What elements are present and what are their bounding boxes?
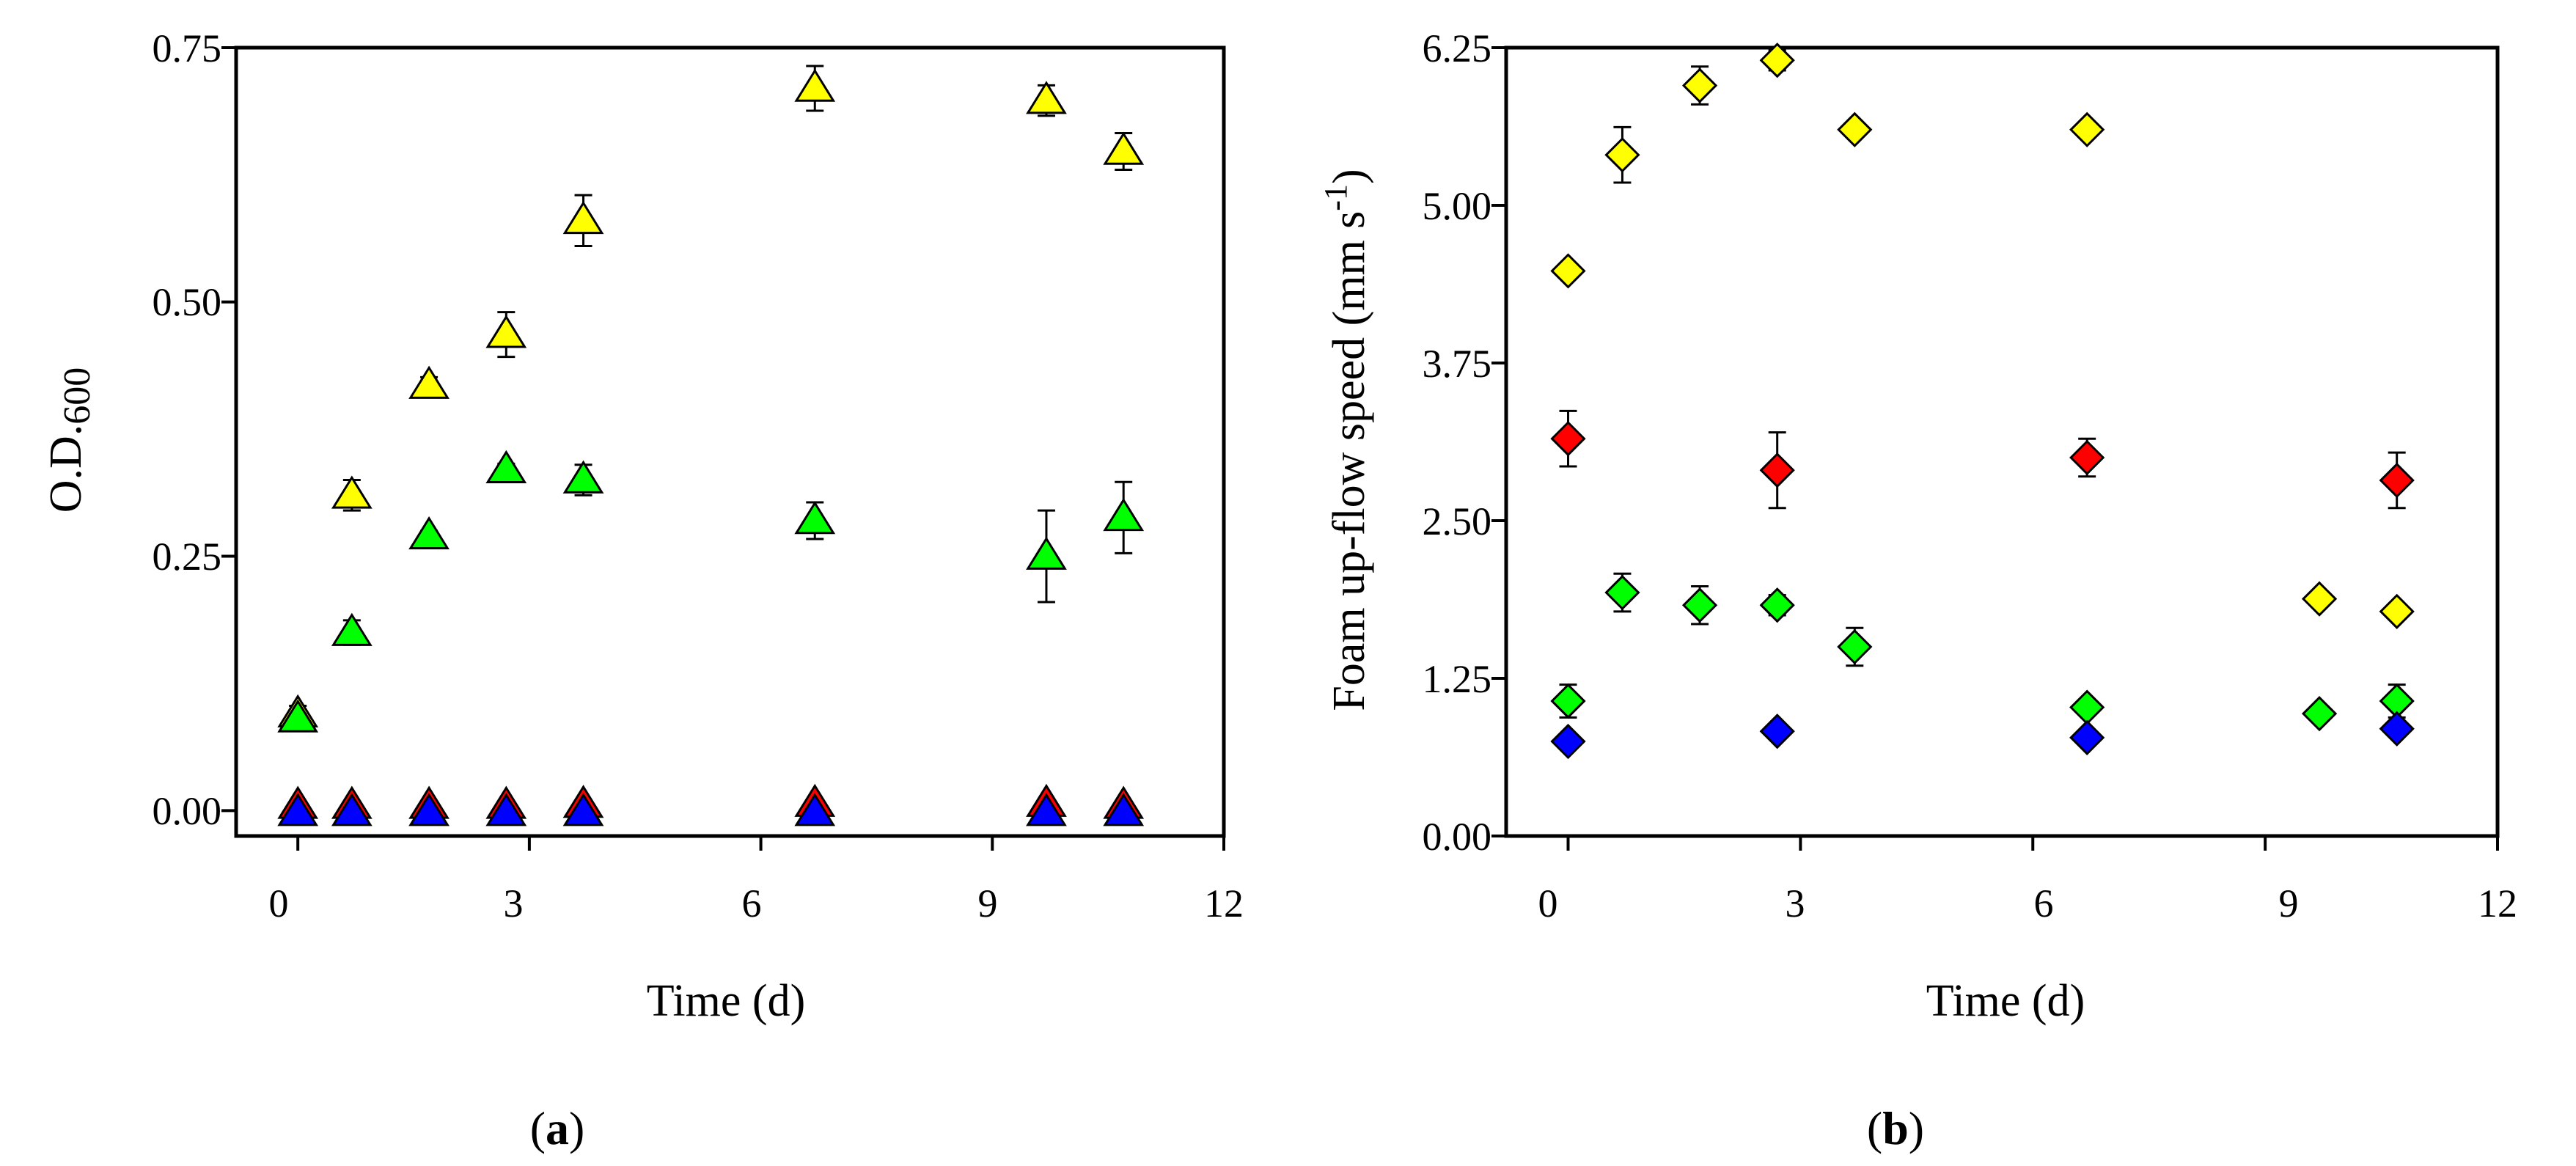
green-diamond-marker	[1681, 587, 1718, 623]
panel-a-ticks	[221, 46, 1225, 851]
panel-b-axes	[1504, 45, 2500, 838]
yellow-triangle-marker	[794, 68, 836, 102]
panel-b-ytick-label: 0.00	[1423, 815, 1492, 859]
yellow-triangle-marker	[1103, 131, 1145, 165]
green-diamond-marker	[2069, 689, 2105, 725]
panel-a-ytick-label: 0.00	[153, 789, 222, 833]
yellow-triangle-marker	[562, 200, 604, 235]
panel-a-xlabel: Time (d)	[647, 976, 805, 1026]
panel-a-label-letter: a	[546, 1102, 569, 1154]
yellow-diamond-marker	[2301, 581, 2338, 617]
panel-a-ylabel-main: O.D.	[41, 425, 91, 513]
yellow-diamond-marker	[2069, 111, 2105, 147]
green-triangle-marker	[1103, 497, 1145, 532]
panel-a-ytick-label: 0.50	[153, 280, 222, 324]
yellow-diamond-marker	[1837, 111, 1873, 147]
panel-a-plot-frame	[234, 45, 1226, 838]
panel-b-label: (b)	[1867, 1102, 1924, 1154]
panel-b-ytick-label: 2.50	[1423, 499, 1492, 543]
panel-b-xlabel: Time (d)	[1926, 976, 2085, 1026]
yellow-triangle-marker	[408, 365, 449, 399]
panel-a-xtick-label: 3	[504, 881, 524, 925]
panel-b-ylabel-main: Foam up-flow speed (mm s	[1324, 211, 1374, 711]
panel-a-chart: 0.75 0.50 0.25 0.00 0 3 6 9 12 Time (d) …	[41, 26, 1244, 1154]
panel-b-label-letter: b	[1882, 1102, 1909, 1154]
green-diamond-marker	[1550, 683, 1586, 719]
red-diamond-marker	[1550, 421, 1586, 457]
panel-b-xtick-label: 12	[2478, 881, 2517, 925]
yellow-diamond-marker	[1550, 253, 1586, 289]
green-triangle-marker	[485, 450, 527, 483]
panel-b-xtick-label: 0	[1538, 881, 1558, 925]
yellow-triangle-marker	[485, 315, 527, 348]
panel-a-data-points	[277, 65, 1145, 826]
panel-a-xtick-label: 9	[978, 881, 998, 925]
yellow-triangle-marker	[331, 475, 373, 509]
panel-b-ylabel-sup: -1	[1318, 184, 1354, 211]
panel-a-label-open: (	[530, 1102, 546, 1154]
panel-b-plot-frame	[1504, 45, 2500, 838]
panel-b-data-points	[1550, 43, 2415, 760]
green-triangle-marker	[794, 501, 836, 535]
red-diamond-marker	[2069, 439, 2105, 476]
green-diamond-marker	[1759, 587, 1795, 623]
yellow-triangle-marker	[1026, 81, 1067, 114]
panel-b-ticks	[1491, 46, 2499, 851]
panel-b-ytick-label: 5.00	[1423, 184, 1492, 228]
blue-diamond-marker	[2379, 711, 2415, 747]
panel-a-ytick-label: 0.25	[153, 535, 222, 579]
red-diamond-marker	[2379, 462, 2415, 499]
panel-b-xtick-label: 3	[1786, 881, 1805, 925]
red-diamond-marker	[1759, 452, 1795, 488]
green-diamond-marker	[1604, 574, 1640, 611]
blue-diamond-marker	[2069, 719, 2105, 755]
panel-b-ylabel: Foam up-flow speed (mm s-1)	[1318, 169, 1374, 711]
panel-a-label: (a)	[530, 1102, 585, 1154]
panel-b-ylabel-close: )	[1324, 169, 1374, 184]
yellow-diamond-marker	[1759, 43, 1795, 78]
green-triangle-marker	[562, 460, 604, 494]
panel-a-xtick-label: 6	[742, 881, 762, 925]
blue-diamond-marker	[1550, 723, 1586, 760]
yellow-diamond-marker	[1681, 67, 1718, 103]
yellow-diamond-marker	[1604, 137, 1640, 173]
green-triangle-marker	[408, 516, 449, 550]
blue-triangle-marker	[408, 793, 449, 826]
green-diamond-marker	[1837, 628, 1873, 665]
panel-a-xtick-label: 12	[1204, 881, 1244, 925]
panel-a-ylabel: O.D.600	[41, 367, 98, 513]
blue-triangle-marker	[1026, 793, 1067, 826]
blue-triangle-marker	[794, 793, 836, 826]
panel-b-chart: 6.25 5.00 3.75 2.50 1.25 0.00 0 3 6 9 12…	[1318, 26, 2517, 1154]
blue-triangle-marker	[562, 793, 604, 826]
panel-a-xtick-label: 0	[269, 881, 289, 925]
green-triangle-marker	[331, 612, 373, 646]
blue-triangle-marker	[1103, 793, 1145, 826]
panel-a-axes	[234, 45, 1226, 838]
panel-b-xtick-label: 9	[2279, 881, 2299, 925]
panel-b-ytick-label: 6.25	[1423, 26, 1492, 70]
panel-b-xtick-label: 6	[2034, 881, 2054, 925]
blue-diamond-marker	[1759, 714, 1795, 749]
yellow-diamond-marker	[2379, 593, 2415, 629]
panel-b-ytick-label: 1.25	[1423, 657, 1492, 701]
blue-triangle-marker	[277, 793, 319, 826]
green-triangle-marker	[277, 699, 319, 733]
panel-a-ylabel-sub: 600	[56, 367, 98, 425]
blue-triangle-marker	[331, 793, 373, 826]
panel-b-label-close: )	[1909, 1102, 1924, 1154]
panel-a-ytick-label: 0.75	[153, 26, 222, 70]
green-diamond-marker	[2301, 696, 2338, 732]
panel-b-ytick-label: 3.75	[1423, 342, 1492, 386]
green-triangle-marker	[1026, 536, 1067, 570]
blue-triangle-marker	[485, 793, 527, 826]
panel-b-label-open: (	[1867, 1102, 1882, 1154]
panel-a-label-close: )	[569, 1102, 584, 1154]
